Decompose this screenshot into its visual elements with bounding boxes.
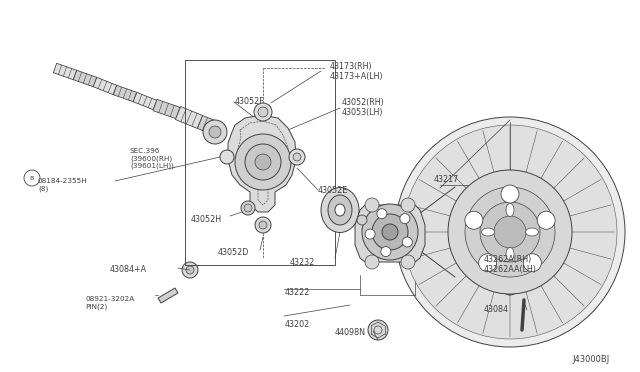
Text: 08921-3202A
PIN(2): 08921-3202A PIN(2) xyxy=(85,296,134,310)
Circle shape xyxy=(501,277,519,295)
Circle shape xyxy=(494,216,526,248)
Text: SEC.396
(39600(RH)
(39601(LH)): SEC.396 (39600(RH) (39601(LH)) xyxy=(130,148,174,169)
Circle shape xyxy=(186,266,194,274)
Ellipse shape xyxy=(321,187,359,232)
Circle shape xyxy=(289,149,305,165)
Text: 43232: 43232 xyxy=(290,258,316,267)
Circle shape xyxy=(220,150,234,164)
Circle shape xyxy=(293,153,301,161)
Circle shape xyxy=(448,170,572,294)
Circle shape xyxy=(258,107,268,117)
Circle shape xyxy=(362,204,418,260)
Ellipse shape xyxy=(506,203,514,217)
Circle shape xyxy=(403,237,412,247)
Text: 43084+A: 43084+A xyxy=(110,265,147,274)
Circle shape xyxy=(395,117,625,347)
Circle shape xyxy=(465,187,555,277)
Circle shape xyxy=(403,125,617,339)
Circle shape xyxy=(255,154,271,170)
Circle shape xyxy=(401,255,415,269)
Circle shape xyxy=(357,215,367,225)
Text: B: B xyxy=(30,176,34,180)
Text: 43217: 43217 xyxy=(434,175,460,184)
Polygon shape xyxy=(153,99,180,119)
Circle shape xyxy=(259,221,267,229)
Text: J43000BJ: J43000BJ xyxy=(572,355,609,364)
Text: 43052F: 43052F xyxy=(235,97,265,106)
Ellipse shape xyxy=(335,204,345,216)
Ellipse shape xyxy=(481,228,495,236)
Text: 08184-2355H
(8): 08184-2355H (8) xyxy=(38,178,88,192)
Circle shape xyxy=(480,202,540,262)
Text: 43052D: 43052D xyxy=(218,248,250,257)
Text: 43262A(RH)
43262AA(LH): 43262A(RH) 43262AA(LH) xyxy=(484,255,537,275)
Polygon shape xyxy=(228,115,296,212)
Circle shape xyxy=(365,255,379,269)
Ellipse shape xyxy=(525,228,538,236)
Circle shape xyxy=(479,254,497,272)
Polygon shape xyxy=(355,205,425,262)
Ellipse shape xyxy=(506,247,514,260)
Circle shape xyxy=(377,209,387,219)
Text: 43202: 43202 xyxy=(285,320,310,329)
Circle shape xyxy=(368,320,388,340)
Circle shape xyxy=(365,229,375,239)
Text: 43173(RH)
43173+A(LH): 43173(RH) 43173+A(LH) xyxy=(330,62,383,81)
Circle shape xyxy=(537,211,555,229)
Circle shape xyxy=(524,254,541,272)
Text: 43052E: 43052E xyxy=(318,186,348,195)
Circle shape xyxy=(365,198,379,212)
Polygon shape xyxy=(133,92,157,110)
Polygon shape xyxy=(113,85,137,102)
Circle shape xyxy=(400,214,410,224)
Ellipse shape xyxy=(328,195,352,225)
Polygon shape xyxy=(158,288,178,303)
Circle shape xyxy=(203,120,227,144)
Polygon shape xyxy=(93,77,117,94)
Circle shape xyxy=(372,214,408,250)
Text: 43222: 43222 xyxy=(285,288,310,297)
Bar xyxy=(185,60,335,265)
Circle shape xyxy=(255,217,271,233)
Circle shape xyxy=(401,198,415,212)
Circle shape xyxy=(209,126,221,138)
Circle shape xyxy=(501,185,519,203)
Polygon shape xyxy=(197,115,223,137)
Circle shape xyxy=(382,224,398,240)
Circle shape xyxy=(244,204,252,212)
Text: 43052H: 43052H xyxy=(191,215,222,224)
Polygon shape xyxy=(53,63,77,80)
Circle shape xyxy=(241,201,255,215)
Circle shape xyxy=(381,247,391,257)
Text: 44098N: 44098N xyxy=(335,328,366,337)
Circle shape xyxy=(254,103,272,121)
Circle shape xyxy=(465,211,483,229)
Circle shape xyxy=(245,144,281,180)
Text: 43084: 43084 xyxy=(484,305,509,314)
Text: 43052(RH)
43053(LH): 43052(RH) 43053(LH) xyxy=(342,98,385,118)
Polygon shape xyxy=(175,106,203,128)
Circle shape xyxy=(182,262,198,278)
Circle shape xyxy=(235,134,291,190)
Polygon shape xyxy=(74,70,97,87)
